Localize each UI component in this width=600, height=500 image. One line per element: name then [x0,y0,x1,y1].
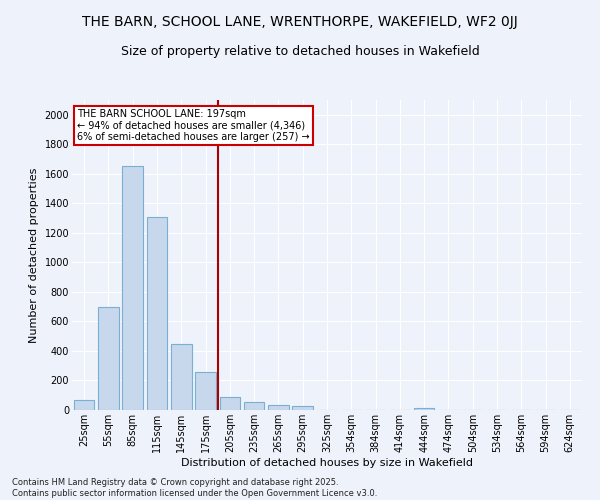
Text: THE BARN SCHOOL LANE: 197sqm
← 94% of detached houses are smaller (4,346)
6% of : THE BARN SCHOOL LANE: 197sqm ← 94% of de… [77,110,310,142]
Bar [146,216,167,410]
Text: THE BARN, SCHOOL LANE, WRENTHORPE, WAKEFIELD, WF2 0JJ: THE BARN, SCHOOL LANE, WRENTHORPE, WAKEF… [82,15,518,29]
Bar [171,344,191,410]
Bar [195,372,216,410]
Text: Contains HM Land Registry data © Crown copyright and database right 2025.
Contai: Contains HM Land Registry data © Crown c… [12,478,377,498]
Bar [268,405,289,410]
Bar [74,400,94,410]
Bar [244,402,265,410]
Bar [98,306,119,410]
Bar [220,398,240,410]
Text: Size of property relative to detached houses in Wakefield: Size of property relative to detached ho… [121,45,479,58]
Bar [122,166,143,410]
X-axis label: Distribution of detached houses by size in Wakefield: Distribution of detached houses by size … [181,458,473,468]
Bar [414,408,434,410]
Bar [292,406,313,410]
Y-axis label: Number of detached properties: Number of detached properties [29,168,39,342]
